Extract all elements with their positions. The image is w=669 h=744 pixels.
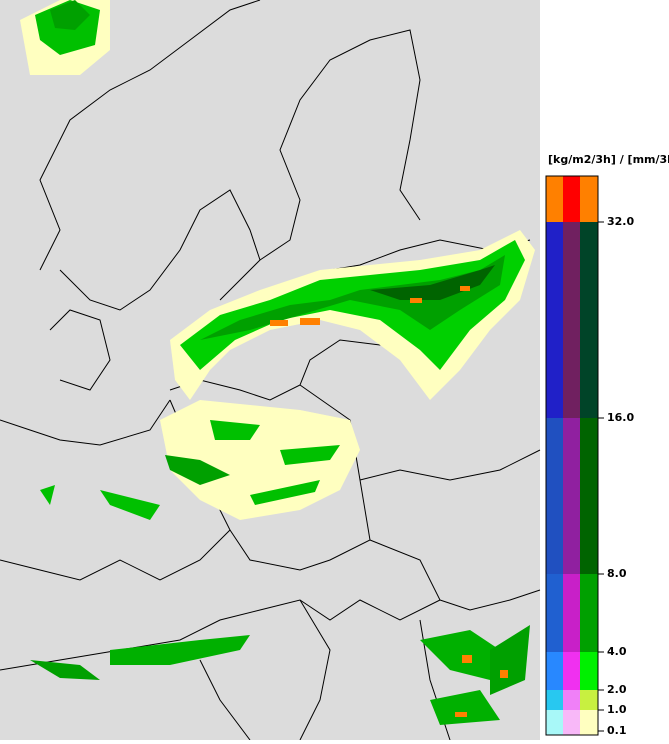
legend-swatch <box>580 652 598 690</box>
legend-tick-label: 1.0 <box>607 703 627 716</box>
legend-swatch <box>563 690 580 710</box>
borders <box>0 0 541 741</box>
legend-swatch <box>563 710 580 735</box>
legend-swatch <box>546 418 563 574</box>
legend-swatch <box>580 222 598 418</box>
legend-swatch <box>546 652 563 690</box>
legend-swatch <box>546 574 563 652</box>
legend-frame <box>545 175 599 736</box>
legend-swatch <box>546 176 563 222</box>
precipitation <box>20 0 535 725</box>
legend-swatch <box>563 176 580 222</box>
legend-swatch <box>580 574 598 652</box>
legend-tick-label: 2.0 <box>607 683 627 696</box>
legend-tick-label: 4.0 <box>607 645 627 658</box>
legend-swatch <box>580 176 598 222</box>
legend: [kg/m2/3h] / [mm/3h] 0.1 1.0 2.0 4.0 8.0 16.0… <box>545 153 669 737</box>
legend-tick-label: 0.1 <box>607 724 627 737</box>
legend-swatch <box>546 690 563 710</box>
legend-swatch <box>563 418 580 574</box>
legend-tick-label: 16.0 <box>607 411 634 424</box>
legend-swatch <box>546 222 563 418</box>
legend-swatch <box>563 574 580 652</box>
legend-tick-label: 32.0 <box>607 215 634 228</box>
legend-tick-label: 8.0 <box>607 567 627 580</box>
map <box>0 0 541 741</box>
legend-swatch <box>580 690 598 710</box>
legend-swatch <box>580 710 598 735</box>
legend-swatch <box>563 652 580 690</box>
legend-swatch <box>580 418 598 574</box>
legend-swatch <box>546 710 563 735</box>
legend-title: [kg/m2/3h] / [mm/3h] <box>548 153 669 166</box>
legend-swatch <box>563 222 580 418</box>
